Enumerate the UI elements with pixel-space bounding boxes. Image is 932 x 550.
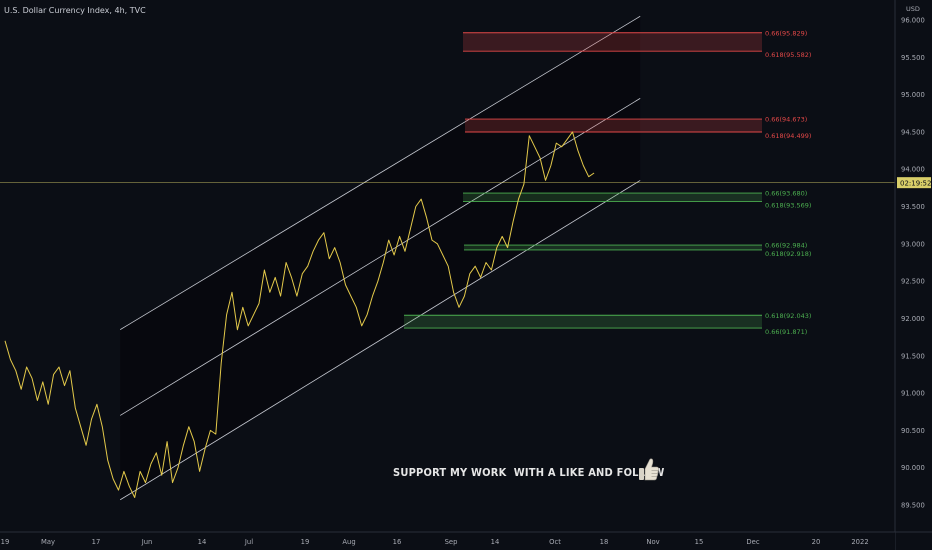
x-tick-label: Sep [445, 538, 458, 546]
channel-fill [120, 16, 641, 500]
support-zone[interactable]: 0.66(92.984)0.618(92.918) [464, 242, 811, 258]
chart-title: U.S. Dollar Currency Index, 4h, TVC [4, 6, 146, 15]
y-tick-label: 90.000 [901, 464, 925, 472]
support-message: SUPPORT MY WORK WITH A LIKE AND FOLLOW [393, 466, 665, 479]
channel-middle-line[interactable] [119, 98, 641, 416]
x-tick-label: 19 [301, 538, 310, 546]
x-tick-label: Aug [342, 538, 355, 546]
resistance-zone[interactable]: 0.66(95.829) 0.618(95.582) [463, 29, 811, 59]
support-zone[interactable]: 0.66(93.680) 0.618(93.569) [463, 190, 811, 210]
x-axis-panel [0, 532, 895, 550]
y-tick-label: 92.500 [901, 278, 925, 286]
zone-top-label: 0.66(95.829) [765, 29, 807, 37]
x-tick-label: Oct [549, 538, 561, 546]
y-tick-label: 91.000 [901, 390, 925, 398]
zone-bottom-label: 0.618(94.499) [765, 132, 811, 140]
zone-band [404, 315, 762, 329]
y-tick-label: 93.500 [901, 203, 925, 211]
zone-top-label: 0.66(94.673) [765, 116, 807, 124]
zone-top-label: 0.66(93.680) [765, 190, 807, 198]
support-zone[interactable]: 0.618(92.043) 0.66(91.871) [404, 312, 811, 336]
x-tick-label: 2022 [851, 538, 868, 546]
x-tick-label: Jun [141, 538, 153, 546]
y-tick-label: 96.000 [901, 17, 925, 25]
x-tick-label: 19 [1, 538, 10, 546]
channel-lower-line[interactable] [119, 180, 641, 501]
zone-band [465, 119, 762, 132]
y-tick-label: 95.500 [901, 54, 925, 62]
x-tick-label: May [41, 538, 55, 546]
zone-bottom-label: 0.66(91.871) [765, 328, 807, 336]
zone-bottom-label: 0.618(93.569) [765, 201, 811, 209]
zone-bottom-label: 0.618(95.582) [765, 51, 811, 59]
x-tick-label: Nov [646, 538, 659, 546]
x-tick-label: 14 [491, 538, 500, 546]
y-tick-label: 93.000 [901, 240, 925, 248]
y-tick-label: 89.500 [901, 502, 925, 510]
y-tick-label: 90.500 [901, 427, 925, 435]
current-price-time: 02:19:52 [900, 180, 931, 188]
zone-top-label: 0.618(92.043) [765, 312, 811, 320]
y-axis-panel [895, 0, 932, 550]
x-tick-label: Dec [746, 538, 759, 546]
y-tick-label: 91.500 [901, 352, 925, 360]
x-tick-label: 20 [812, 538, 821, 546]
y-tick-label: 94.000 [901, 166, 925, 174]
y-tick-label: 92.000 [901, 315, 925, 323]
thumbs-up-icon [639, 458, 659, 481]
y-tick-label: 94.500 [901, 128, 925, 136]
y-tick-label: 95.000 [901, 91, 925, 99]
x-tick-label: Jul [244, 538, 253, 546]
x-tick-label: 14 [198, 538, 207, 546]
zone-band [464, 245, 762, 250]
x-tick-label: 15 [695, 538, 704, 546]
currency-label: USD [906, 5, 920, 13]
x-tick-label: 17 [92, 538, 101, 546]
zone-bottom-label: 0.618(92.918) [765, 250, 811, 258]
price-line[interactable] [4, 131, 595, 498]
x-tick-label: 18 [600, 538, 609, 546]
zone-band [463, 32, 762, 52]
resistance-zone[interactable]: 0.66(94.673) 0.618(94.499) [465, 116, 811, 140]
zone-band [463, 193, 762, 202]
zone-top-label: 0.66(92.984) [765, 242, 807, 250]
x-tick-label: 16 [393, 538, 402, 546]
current-price-badge [897, 177, 931, 189]
channel-upper-line[interactable] [119, 15, 641, 330]
